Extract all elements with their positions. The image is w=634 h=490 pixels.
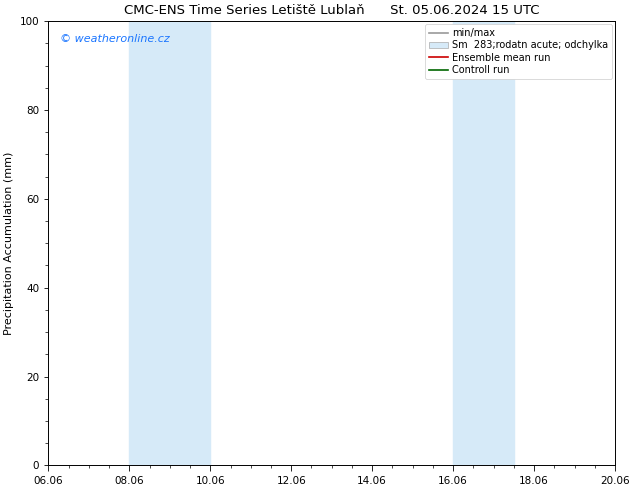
Title: CMC-ENS Time Series Letiště Lublaň      St. 05.06.2024 15 UTC: CMC-ENS Time Series Letiště Lublaň St. 0… [124,4,540,17]
Text: © weatheronline.cz: © weatheronline.cz [60,34,169,45]
Legend: min/max, Sm  283;rodatn acute; odchylka, Ensemble mean run, Controll run: min/max, Sm 283;rodatn acute; odchylka, … [425,24,612,79]
Bar [129,21,210,465]
Bar [453,21,514,465]
Y-axis label: Precipitation Accumulation (mm): Precipitation Accumulation (mm) [4,151,14,335]
